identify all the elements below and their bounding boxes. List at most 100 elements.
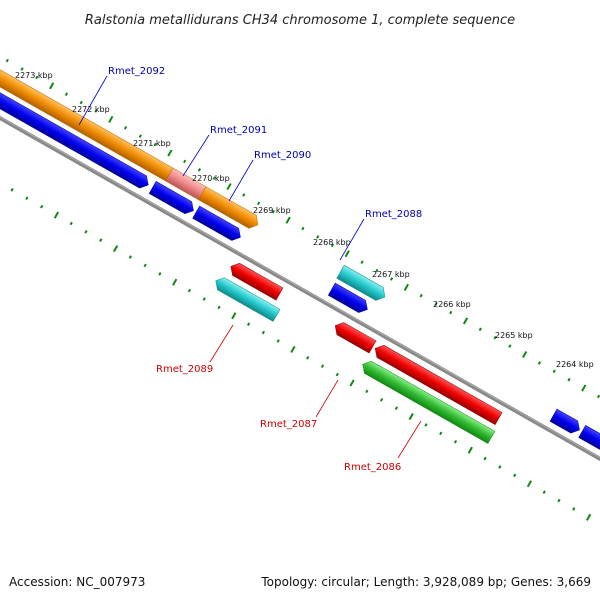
major-tick [349, 379, 355, 387]
scale-label: 2267 kbp [372, 270, 410, 279]
minor-tick [242, 193, 246, 197]
map-title: Ralstonia metallidurans CH34 chromosome … [85, 13, 515, 28]
minor-tick [128, 255, 132, 259]
minor-tick [493, 335, 497, 340]
minor-tick [449, 310, 453, 315]
minor-tick [424, 423, 428, 427]
minor-tick [99, 238, 103, 243]
minor-tick [537, 361, 542, 365]
minor-tick [513, 473, 517, 478]
gene-red-1[interactable] [227, 260, 284, 301]
minor-tick [335, 372, 339, 377]
major-tick [112, 245, 119, 253]
minor-tick [202, 297, 206, 301]
gene-label-rmet-2091[interactable]: Rmet_2091 [210, 125, 267, 136]
minor-tick [320, 364, 325, 368]
minor-tick [271, 209, 275, 214]
leader-line [78, 75, 108, 126]
minor-tick [246, 322, 251, 326]
minor-tick [187, 288, 192, 293]
gene-red-3[interactable] [372, 342, 503, 425]
genome-track [0, 58, 600, 521]
accession-text: Accession: NC_007973 [9, 575, 145, 589]
major-tick [231, 312, 237, 320]
minor-tick [256, 201, 261, 206]
major-tick [408, 413, 414, 421]
major-tick [581, 384, 587, 392]
gene-blue-4[interactable] [327, 282, 371, 315]
major-tick [462, 317, 469, 325]
leader-line [209, 324, 234, 363]
major-tick [344, 250, 350, 258]
minor-tick [84, 230, 88, 234]
minor-tick [453, 439, 458, 444]
scale-label: 2273 kbp [15, 71, 53, 80]
minor-tick [380, 397, 384, 402]
major-tick [226, 183, 232, 191]
gene-rmet-2087-red[interactable] [332, 320, 377, 354]
gene-label-rmet-2089[interactable]: Rmet_2089 [156, 364, 213, 375]
gene-label-rmet-2092[interactable]: Rmet_2092 [108, 66, 165, 77]
minor-tick [153, 142, 157, 147]
gene-label-rmet-2090[interactable]: Rmet_2090 [254, 150, 311, 161]
minor-tick [478, 327, 482, 332]
minor-tick [10, 188, 14, 192]
leader-line [397, 420, 422, 459]
minor-tick [542, 490, 546, 494]
major-tick [53, 211, 60, 219]
minor-tick [365, 389, 369, 394]
leader-line [228, 159, 254, 202]
minor-tick [197, 167, 202, 172]
major-tick [526, 480, 533, 488]
major-tick [108, 115, 114, 123]
minor-tick [434, 302, 438, 306]
leader-line [182, 134, 210, 177]
minor-tick [439, 431, 443, 436]
major-tick [285, 216, 291, 224]
gene-blue-5[interactable] [549, 408, 583, 436]
scale-label: 2271 kbp [133, 139, 171, 148]
minor-tick [375, 268, 379, 273]
gene-blue-3[interactable] [192, 205, 244, 243]
scale-label: 2265 kbp [495, 331, 533, 340]
major-tick [522, 350, 528, 359]
minor-tick [79, 100, 83, 105]
leader-line [339, 218, 365, 261]
summary-text: Topology: circular; Length: 3,928,089 bp… [260, 575, 591, 589]
gene-label-rmet-2086[interactable]: Rmet_2086 [344, 462, 401, 473]
minor-tick [498, 465, 502, 469]
leader-line [315, 379, 339, 418]
gene-label-rmet-2088[interactable]: Rmet_2088 [365, 209, 422, 220]
minor-tick [158, 272, 162, 276]
minor-tick [596, 394, 600, 399]
minor-tick [20, 67, 24, 71]
major-tick [290, 345, 296, 353]
gene-rmet-2089-cyan[interactable] [212, 275, 281, 322]
inner-scale-ticks [10, 188, 592, 521]
chromosome-backbone-highlight [0, 96, 600, 493]
minor-tick [123, 125, 128, 130]
minor-tick [35, 75, 39, 80]
chromosome-backbone [0, 96, 600, 496]
gene-labels: Rmet_2092 Rmet_2091 Rmet_2090 Rmet_2088 … [78, 66, 422, 473]
minor-tick [360, 260, 364, 264]
minor-tick [390, 277, 394, 281]
gene-rmet-2086-green[interactable] [359, 358, 496, 444]
major-tick [172, 278, 178, 286]
major-tick [585, 513, 592, 521]
major-tick [167, 149, 173, 157]
major-tick [467, 446, 473, 454]
minor-tick [138, 134, 142, 138]
minor-tick [552, 369, 556, 374]
gene-label-rmet-2087[interactable]: Rmet_2087 [260, 419, 317, 430]
scale-label: 2264 kbp [556, 360, 594, 369]
scale-label: 2266 kbp [433, 300, 471, 309]
gene-blue-1[interactable] [0, 78, 152, 191]
scale-label: 2269 kbp [253, 206, 291, 215]
gene-rmet-2088-cyan[interactable] [336, 264, 389, 303]
minor-tick [40, 204, 44, 209]
gene-blue-6[interactable] [578, 425, 600, 487]
minor-tick [212, 176, 216, 180]
gene-rmet-2090-orange[interactable] [198, 186, 262, 232]
gene-blue-2[interactable] [148, 181, 197, 216]
